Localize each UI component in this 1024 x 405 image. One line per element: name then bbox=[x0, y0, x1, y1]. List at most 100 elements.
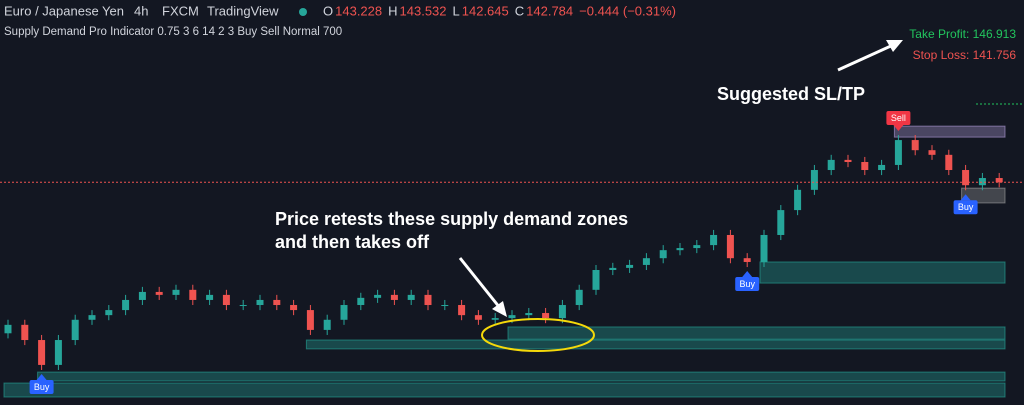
candle-body bbox=[945, 154, 953, 171]
candle-body bbox=[844, 159, 852, 162]
candle-body bbox=[172, 289, 180, 295]
candle-body bbox=[88, 315, 96, 320]
candle-body bbox=[995, 178, 1003, 183]
candle-body bbox=[424, 294, 432, 306]
candle-body bbox=[575, 289, 583, 306]
candle-body bbox=[642, 258, 650, 265]
candle-body bbox=[827, 159, 835, 171]
signal-arrow bbox=[960, 194, 971, 201]
candle-body bbox=[861, 162, 869, 171]
candle-body bbox=[407, 294, 415, 300]
zone bbox=[507, 326, 1006, 340]
plot: Buy Buy Sell Buy bbox=[0, 111, 1024, 398]
ohlc-value: 142.645 bbox=[462, 3, 509, 18]
candle-body bbox=[659, 250, 667, 259]
signal bbox=[735, 277, 760, 292]
ohlc: O 143.228 H 143.532 L 142.645 C 142.784 −0.444 (… bbox=[323, 3, 676, 18]
candle-body bbox=[710, 234, 718, 246]
candle-body bbox=[777, 210, 785, 235]
signal-arrow bbox=[893, 125, 904, 131]
signal-arrow bbox=[742, 271, 753, 278]
candle-body bbox=[138, 291, 146, 300]
candle-body bbox=[894, 140, 902, 165]
signal-label: Sell bbox=[891, 113, 906, 123]
signal bbox=[953, 200, 978, 215]
signal-label: Buy bbox=[34, 382, 50, 392]
candle-body bbox=[340, 305, 348, 320]
market-status bbox=[299, 8, 307, 16]
zone bbox=[305, 339, 1006, 350]
candle-body bbox=[592, 270, 600, 290]
candle-body bbox=[508, 315, 516, 319]
zone bbox=[759, 261, 1006, 284]
candle-body bbox=[4, 324, 12, 334]
take-profit: Take Profit: 146.913 bbox=[909, 27, 1016, 41]
candle-body bbox=[978, 178, 986, 186]
candle-body bbox=[542, 313, 550, 319]
candle-body bbox=[239, 305, 247, 307]
candle-body bbox=[911, 140, 919, 151]
candle-body bbox=[71, 319, 79, 341]
candle-body bbox=[222, 294, 230, 306]
candle-body bbox=[323, 319, 331, 330]
signal bbox=[29, 379, 54, 394]
annotation: Suggested SL/TP bbox=[717, 84, 865, 104]
candle-body bbox=[525, 313, 533, 316]
candle-body bbox=[743, 258, 751, 262]
zone bbox=[961, 187, 1006, 204]
interval[interactable]: 4h bbox=[134, 3, 148, 18]
candle-body bbox=[54, 340, 62, 365]
candle-body bbox=[609, 267, 617, 270]
candle-body bbox=[558, 305, 566, 319]
candle-body bbox=[38, 340, 46, 365]
candle-body bbox=[155, 291, 163, 295]
candle-body bbox=[206, 294, 214, 300]
candle-body bbox=[290, 305, 298, 311]
candle-body bbox=[256, 299, 264, 306]
candle-body bbox=[928, 150, 936, 155]
candle-body bbox=[122, 299, 130, 311]
change: −0.444 (−0.31%) bbox=[579, 3, 676, 18]
candle-body bbox=[626, 264, 634, 268]
exchange: FXCM bbox=[162, 3, 199, 18]
annotation: and then takes off bbox=[275, 232, 430, 252]
ohlc-label: O bbox=[323, 3, 333, 18]
arrow bbox=[458, 257, 502, 309]
candle-body bbox=[390, 294, 398, 300]
ohlc-value: 142.784 bbox=[526, 3, 573, 18]
ohlc-label: C bbox=[515, 3, 524, 18]
signal-label: Buy bbox=[739, 279, 755, 289]
candle-body bbox=[474, 315, 482, 320]
candle-body bbox=[794, 189, 802, 211]
ohlc-label: H bbox=[388, 3, 397, 18]
ohlc-value: 143.228 bbox=[335, 3, 382, 18]
candle-body bbox=[676, 248, 684, 251]
arrow-head bbox=[492, 301, 507, 317]
ohlc-value: 143.532 bbox=[400, 3, 447, 18]
highlight bbox=[481, 318, 595, 352]
candle-body bbox=[962, 170, 970, 186]
candle-body bbox=[273, 299, 281, 306]
candle-body bbox=[189, 289, 197, 300]
candle-body bbox=[878, 164, 886, 171]
candle-body bbox=[441, 305, 449, 307]
arrow-head bbox=[886, 40, 903, 52]
candle-body bbox=[105, 310, 113, 316]
candle-body bbox=[306, 310, 314, 330]
candle-body bbox=[374, 294, 382, 298]
zone bbox=[37, 371, 1006, 382]
symbol[interactable]: Euro / Japanese Yen bbox=[4, 3, 124, 18]
arrow bbox=[837, 43, 894, 72]
indicator[interactable]: Supply Demand Pro Indicator 0.75 3 6 14 … bbox=[4, 26, 342, 38]
candle-body bbox=[760, 234, 768, 262]
stop-loss: Stop Loss: 141.756 bbox=[913, 48, 1017, 62]
ohlc-label: L bbox=[453, 3, 460, 18]
candle-body bbox=[357, 297, 365, 306]
annotation: Price retests these supply demand zones bbox=[275, 209, 628, 229]
candle-body bbox=[491, 318, 499, 320]
candle-body bbox=[458, 305, 466, 316]
candle-body bbox=[21, 324, 29, 341]
zone bbox=[3, 382, 1006, 398]
